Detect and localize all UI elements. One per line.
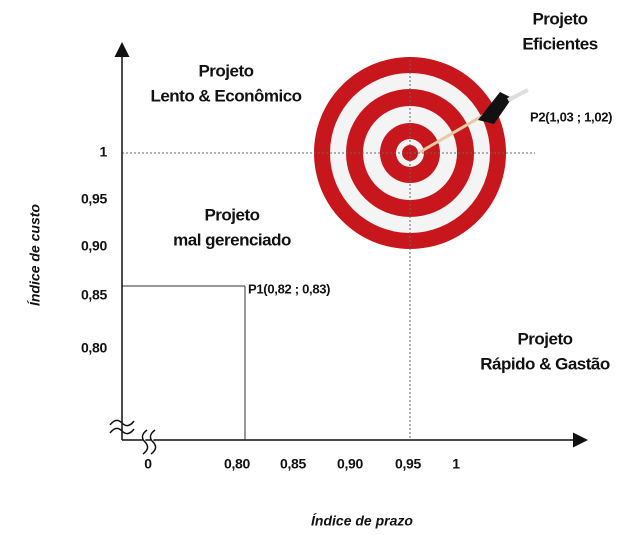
- quadrant-label: Projeto: [198, 61, 253, 80]
- point-label: P2(1,03 ; 1,02): [530, 109, 612, 124]
- diagram: Projeto Lento & Econômico Projeto Eficiente…: [0, 0, 636, 535]
- quadrant-label: Lento & Econômico: [150, 86, 301, 105]
- x-tick-label: 0: [144, 456, 152, 472]
- x-tick-label: 0,80: [224, 456, 251, 472]
- x-axis-title: Índice de prazo: [311, 513, 413, 529]
- y-tick-label: 0,90: [81, 238, 108, 254]
- axis-breaks: [110, 420, 156, 454]
- quadrant-label: Projeto: [532, 9, 587, 28]
- y-tick-label: 0,95: [81, 191, 108, 207]
- point-label: P1(0,82 ; 0,83): [248, 281, 330, 296]
- x-tick-label: 0,95: [395, 456, 422, 472]
- y-axis-title: Índice de custo: [27, 204, 43, 306]
- y-tick-label: 1: [100, 144, 108, 160]
- quadrant-label: Projeto: [517, 329, 572, 348]
- x-tick-label: 0,85: [280, 456, 307, 472]
- p1-lines: [122, 286, 245, 440]
- y-tick-label: 0,80: [81, 340, 108, 356]
- quadrant-label: mal gerenciado: [173, 230, 291, 249]
- quadrant-label: Rápido & Gastão: [480, 354, 610, 373]
- labels: Projeto Lento & Econômico Projeto Eficiente…: [27, 9, 613, 528]
- x-tick-label: 0,90: [337, 456, 364, 472]
- x-tick-label: 1: [452, 456, 460, 472]
- y-tick-label: 0,85: [81, 287, 108, 303]
- quadrant-label: Eficientes: [522, 34, 597, 53]
- quadrant-label: Projeto: [204, 205, 259, 224]
